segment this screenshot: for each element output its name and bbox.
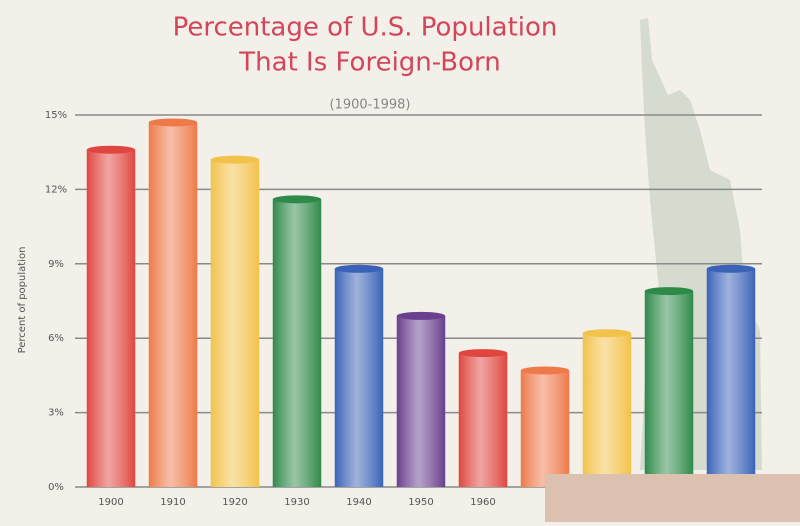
bar	[396, 315, 446, 487]
x-tick-label: 1950	[408, 497, 433, 508]
chart-title: Percentage of U.S. Population	[173, 13, 558, 43]
bar	[334, 268, 384, 487]
bar-cap	[272, 195, 322, 204]
bar-cap	[458, 349, 508, 358]
bar-cap	[396, 311, 446, 320]
x-tick-label: 1900	[98, 497, 123, 508]
bar-cap	[582, 329, 632, 338]
bar	[86, 149, 136, 487]
bar-cap	[706, 264, 756, 273]
bar	[210, 159, 260, 487]
bar-cap	[334, 264, 384, 273]
bar	[458, 353, 508, 487]
y-tick-label: 15%	[45, 110, 67, 121]
chart-subtitle: (1900-1998)	[329, 98, 410, 113]
x-tick-label: 1920	[222, 497, 247, 508]
chart-title: That Is Foreign-Born	[238, 48, 500, 78]
x-tick-label: 1930	[284, 497, 309, 508]
bar	[706, 268, 756, 487]
y-tick-label: 12%	[45, 184, 67, 195]
y-tick-label: 0%	[48, 482, 64, 493]
y-axis-label: Percent of population	[17, 247, 28, 354]
bar-cap	[148, 118, 198, 127]
x-tick-label: 1910	[160, 497, 185, 508]
bar	[520, 370, 570, 487]
bar	[644, 291, 694, 487]
y-tick-label: 9%	[48, 259, 64, 270]
bar-cap	[520, 366, 570, 375]
paper-strip	[545, 474, 800, 522]
bar-cap	[210, 155, 260, 164]
plot-area: 0% 3% 6% 9% 12% 15% 1900 1910 1920 1930 1940 1950 19…	[45, 110, 762, 508]
x-tick-label: 1960	[470, 497, 495, 508]
bar-cap	[86, 145, 136, 154]
bar-cap	[644, 287, 694, 296]
bar	[582, 333, 632, 487]
y-tick-label: 3%	[48, 408, 64, 419]
bar	[272, 199, 322, 487]
bar	[148, 122, 198, 487]
y-tick-label: 6%	[48, 333, 64, 344]
x-tick-label: 1940	[346, 497, 371, 508]
